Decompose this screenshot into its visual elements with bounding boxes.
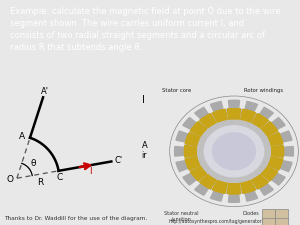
Wedge shape [227,109,241,119]
Wedge shape [262,167,278,181]
Wedge shape [270,117,285,130]
Wedge shape [210,189,224,201]
Text: R: R [37,178,43,187]
Wedge shape [272,146,284,157]
Text: O: O [6,175,14,184]
Wedge shape [258,182,273,195]
Wedge shape [227,184,241,194]
Wedge shape [190,167,206,181]
Wedge shape [241,110,255,122]
Wedge shape [213,110,227,122]
Circle shape [184,109,284,194]
Wedge shape [200,114,216,128]
FancyBboxPatch shape [262,209,275,219]
Text: Example: calculate the magnetic field at point O due to the wire
segment shown. : Example: calculate the magnetic field at… [11,7,281,52]
Wedge shape [200,175,216,189]
Text: C: C [57,173,63,182]
Text: Stator neutral
junction: Stator neutral junction [164,211,199,222]
Wedge shape [252,175,268,189]
Wedge shape [195,182,210,195]
Wedge shape [176,131,190,142]
Text: I: I [89,167,92,176]
Wedge shape [227,184,241,194]
FancyBboxPatch shape [262,218,275,225]
Wedge shape [262,167,278,181]
Wedge shape [268,133,283,145]
Wedge shape [228,100,240,110]
Wedge shape [200,114,216,128]
Text: I: I [142,95,145,105]
Wedge shape [176,160,190,171]
Circle shape [212,133,256,170]
Text: Thanks to Dr. Waddill for the use of the diagram.: Thanks to Dr. Waddill for the use of the… [4,216,148,221]
Wedge shape [282,146,293,156]
Wedge shape [185,133,200,145]
Wedge shape [184,146,196,157]
Wedge shape [228,192,240,202]
Wedge shape [200,175,216,189]
Wedge shape [210,101,224,114]
Wedge shape [184,146,196,157]
Wedge shape [185,157,200,170]
Wedge shape [241,110,255,122]
Wedge shape [190,122,206,136]
Wedge shape [213,181,227,193]
Text: Diodes: Diodes [242,211,259,216]
Wedge shape [278,160,292,171]
Wedge shape [262,122,278,136]
Wedge shape [258,107,273,120]
Wedge shape [227,109,241,119]
Text: A: A [19,132,25,141]
Wedge shape [185,157,200,170]
Wedge shape [183,172,198,185]
FancyBboxPatch shape [275,209,289,219]
Wedge shape [252,114,268,128]
Wedge shape [268,133,283,145]
Wedge shape [252,175,268,189]
Wedge shape [185,133,200,145]
Wedge shape [262,122,278,136]
Text: A': A' [40,87,49,96]
Wedge shape [183,117,198,130]
Text: ir: ir [142,151,147,160]
Text: Rotor windings: Rotor windings [244,88,283,92]
Wedge shape [190,122,206,136]
Wedge shape [213,181,227,193]
Wedge shape [278,131,292,142]
Wedge shape [213,110,227,122]
Wedge shape [195,107,210,120]
Wedge shape [244,189,258,201]
Wedge shape [190,167,206,181]
Circle shape [213,133,255,169]
Wedge shape [268,157,283,170]
Wedge shape [241,181,255,193]
Wedge shape [244,101,258,114]
Wedge shape [272,146,284,157]
Text: http://autosynthespro.com/tag/generators/: http://autosynthespro.com/tag/generators… [169,219,266,224]
Text: θ: θ [31,159,36,168]
Wedge shape [252,114,268,128]
Wedge shape [268,157,283,170]
Wedge shape [241,181,255,193]
FancyBboxPatch shape [275,218,289,225]
Text: Stator core: Stator core [162,88,191,92]
Text: A: A [142,141,147,150]
Wedge shape [270,172,285,185]
Wedge shape [175,146,186,156]
Circle shape [204,126,264,177]
Text: C': C' [114,155,122,164]
